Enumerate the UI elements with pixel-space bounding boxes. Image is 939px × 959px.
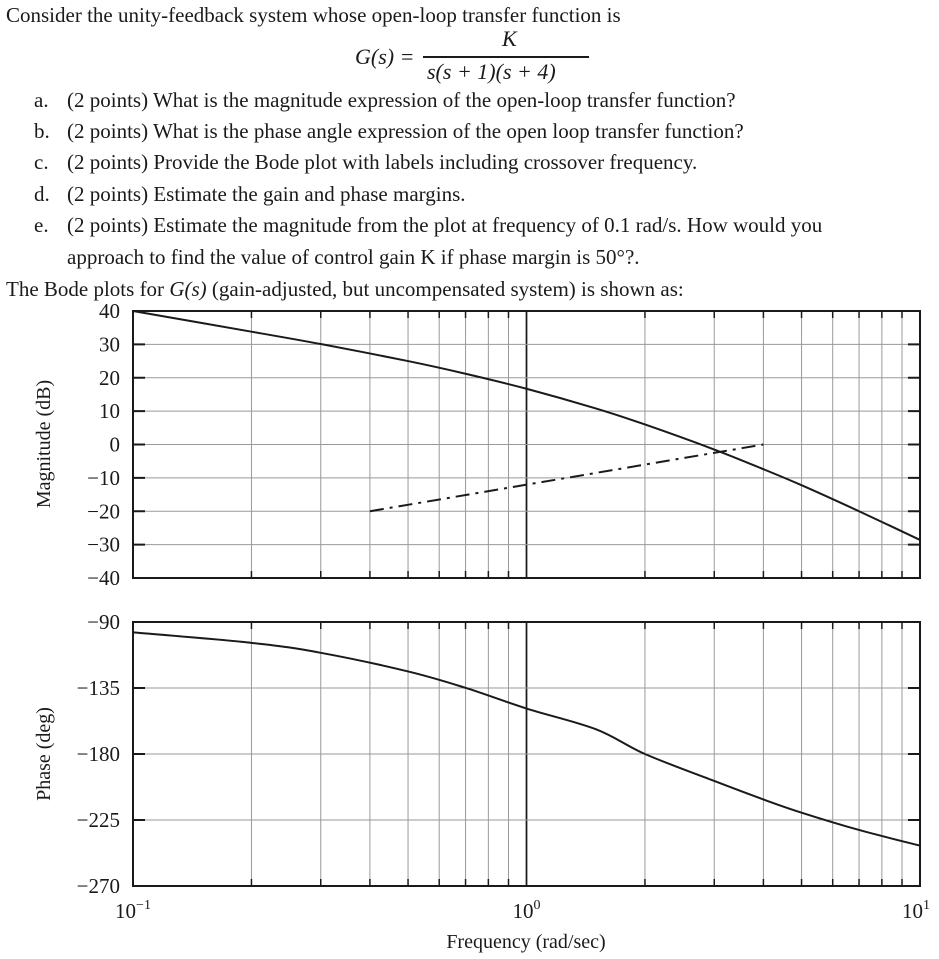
y-tick-label: −40 [87,566,120,590]
caption-post: (gain-adjusted, but uncompensated system… [206,277,684,301]
y-tick-label: 10 [99,399,120,423]
item-e-continuation: approach to find the value of control ga… [67,245,640,269]
problem-intro: Consider the unity-feedback system whose… [6,3,621,27]
equation-denominator: s(s + 1)(s + 4) [427,59,556,84]
y-tick-label: −10 [87,466,120,490]
axis-labels: 403020100−10−20−30−40−90−135−180−225−270… [33,299,930,953]
item-b-marker: b. [34,119,50,143]
plot-frame [132,621,921,887]
y-tick-label: 40 [99,299,120,323]
y-tick-label: −30 [87,533,120,557]
item-c-text: (2 points) Provide the Bode plot with la… [67,150,698,174]
y-tick-label: −270 [77,874,120,898]
x-tick-label: 101 [902,898,930,923]
phase-curve [132,631,921,847]
caption-pre: The Bode plots for [6,277,170,301]
phase-grid [132,621,921,887]
y-tick-label: −135 [77,676,120,700]
y-tick-label: −180 [77,742,120,766]
item-d-text: (2 points) Estimate the gain and phase m… [67,182,466,206]
figure-caption: The Bode plots for G(s) (gain-adjusted, … [6,277,684,301]
caption-func: G(s) [169,277,207,301]
item-a-marker: a. [34,88,49,112]
y-tick-label: 20 [99,366,120,390]
item-e-marker: e. [34,213,49,237]
x-tick-label: 10−1 [115,898,151,923]
y-tick-label: −225 [77,808,120,832]
item-e-text: (2 points) Estimate the magnitude from t… [67,213,823,237]
magnitude-grid [132,310,921,579]
item-b-text: (2 points) What is the phase angle expre… [67,119,744,143]
equation-numerator: K [502,26,517,51]
item-c-marker: c. [34,150,49,174]
equation-lhs: G(s) = [355,44,415,69]
y-tick-label: −90 [87,610,120,634]
item-d-marker: d. [34,182,50,206]
y-tick-label: −20 [87,499,120,523]
item-a-text: (2 points) What is the magnitude express… [67,88,736,112]
plot-frame [132,310,921,579]
magnitude-curve [132,310,921,541]
x-axis-title: Frequency (rad/sec) [446,931,605,953]
y-tick-label: 0 [110,433,121,457]
magnitude-axis-title: Magnitude (dB) [33,380,55,508]
phase-curves [132,631,921,847]
y-tick-label: 30 [99,332,120,356]
phase-axis-title: Phase (deg) [33,707,55,801]
reference-curve [369,443,764,513]
x-tick-label: 100 [513,898,541,923]
magnitude-curves [132,310,921,541]
fraction-bar [423,56,589,58]
